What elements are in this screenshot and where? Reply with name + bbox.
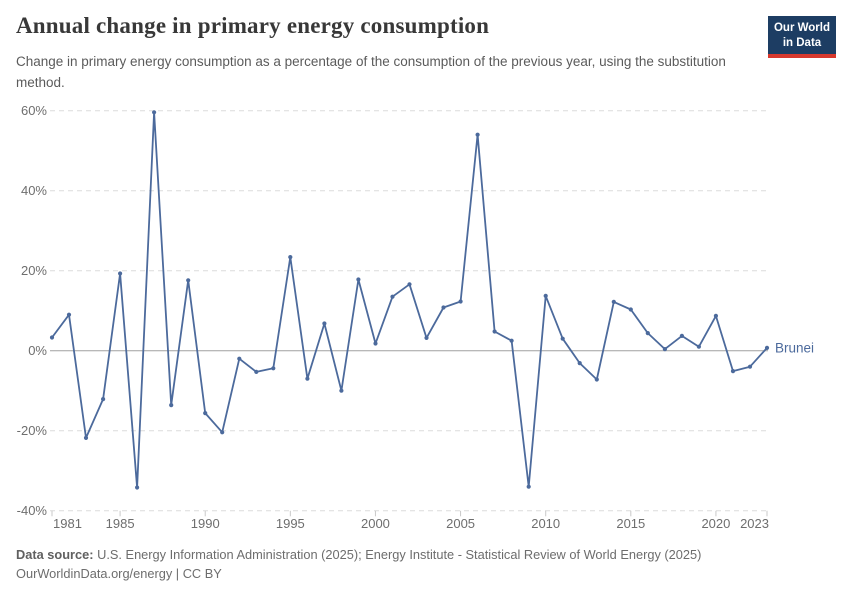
data-source-line: Data source: U.S. Energy Information Adm… xyxy=(16,545,836,564)
y-axis-tick-label: 60% xyxy=(21,103,47,118)
data-point[interactable] xyxy=(764,345,770,350)
y-axis-tick-label: 40% xyxy=(21,183,47,198)
data-point[interactable] xyxy=(424,335,429,340)
y-axis-tick-label: -20% xyxy=(17,423,48,438)
data-source-text: U.S. Energy Information Administration (… xyxy=(93,547,702,562)
data-point[interactable] xyxy=(696,344,702,349)
data-point[interactable] xyxy=(203,411,208,416)
owid-logo[interactable]: Our World in Data xyxy=(768,16,836,59)
y-axis-tick-label: 0% xyxy=(28,343,47,358)
data-point[interactable] xyxy=(390,294,395,299)
license-link[interactable]: CC BY xyxy=(182,566,222,582)
owid-url-link[interactable]: OurWorldinData.org/energy xyxy=(16,566,173,582)
data-point[interactable] xyxy=(49,335,55,340)
data-point[interactable] xyxy=(611,299,616,304)
chart-footer: Data source: U.S. Energy Information Adm… xyxy=(16,545,836,584)
data-point[interactable] xyxy=(526,484,531,489)
data-point[interactable] xyxy=(66,312,72,317)
chart-subtitle: Change in primary energy consumption as … xyxy=(16,54,726,91)
data-point[interactable] xyxy=(356,277,361,282)
data-point[interactable] xyxy=(322,321,327,326)
data-point[interactable] xyxy=(594,377,599,382)
data-point[interactable] xyxy=(305,376,310,381)
data-point[interactable] xyxy=(271,366,276,371)
data-point[interactable] xyxy=(169,403,174,408)
data-point[interactable] xyxy=(747,364,753,369)
data-point[interactable] xyxy=(577,361,582,366)
data-point[interactable] xyxy=(373,341,378,346)
data-point[interactable] xyxy=(543,293,548,298)
data-point[interactable] xyxy=(679,333,685,338)
data-point[interactable] xyxy=(492,329,497,334)
x-axis-tick-label: 1990 xyxy=(191,516,220,531)
y-axis-tick-label: 20% xyxy=(21,263,47,278)
x-axis-tick-label: 2020 xyxy=(701,516,730,531)
x-axis-tick-label: 2005 xyxy=(446,516,475,531)
x-axis-tick-label: 1985 xyxy=(106,516,135,531)
data-point[interactable] xyxy=(475,132,480,137)
x-axis-tick-label: 2000 xyxy=(361,516,390,531)
data-point[interactable] xyxy=(135,485,140,490)
data-point[interactable] xyxy=(509,338,514,343)
y-axis-tick-label: -40% xyxy=(17,503,48,518)
data-point[interactable] xyxy=(458,299,463,304)
data-point[interactable] xyxy=(237,356,242,361)
series-label-brunei[interactable]: Brunei xyxy=(775,340,814,355)
x-axis-tick-label: 1995 xyxy=(276,516,305,531)
data-point[interactable] xyxy=(713,313,719,318)
series-line-brunei[interactable] xyxy=(51,111,768,489)
data-point[interactable] xyxy=(186,278,191,283)
logo-line-2: in Data xyxy=(782,36,822,49)
data-point[interactable] xyxy=(441,305,446,310)
data-point[interactable] xyxy=(662,347,668,352)
data-point[interactable] xyxy=(339,388,344,393)
x-axis-tick-label: 2010 xyxy=(531,516,560,531)
x-axis-tick-label: 2023 xyxy=(740,516,769,531)
page-title: Annual change in primary energy consumpt… xyxy=(16,13,490,38)
data-point[interactable] xyxy=(101,397,106,402)
data-point[interactable] xyxy=(152,110,157,115)
data-source-label: Data source: xyxy=(16,547,94,562)
data-point[interactable] xyxy=(645,331,650,336)
data-point[interactable] xyxy=(254,369,259,374)
data-point[interactable] xyxy=(220,430,225,435)
data-point[interactable] xyxy=(628,307,633,312)
data-point[interactable] xyxy=(730,369,736,374)
footer-separator: | xyxy=(172,566,183,582)
data-point[interactable] xyxy=(407,282,412,287)
x-axis-tick-label: 1981 xyxy=(53,516,82,531)
data-point[interactable] xyxy=(288,255,293,260)
x-axis-tick-label: 2015 xyxy=(616,516,645,531)
data-point[interactable] xyxy=(83,435,89,440)
logo-line-1: Our World xyxy=(773,22,830,34)
license-line: OurWorldinData.org/energy | CC BY xyxy=(16,564,836,583)
data-point[interactable] xyxy=(560,336,565,341)
data-point[interactable] xyxy=(118,271,123,276)
